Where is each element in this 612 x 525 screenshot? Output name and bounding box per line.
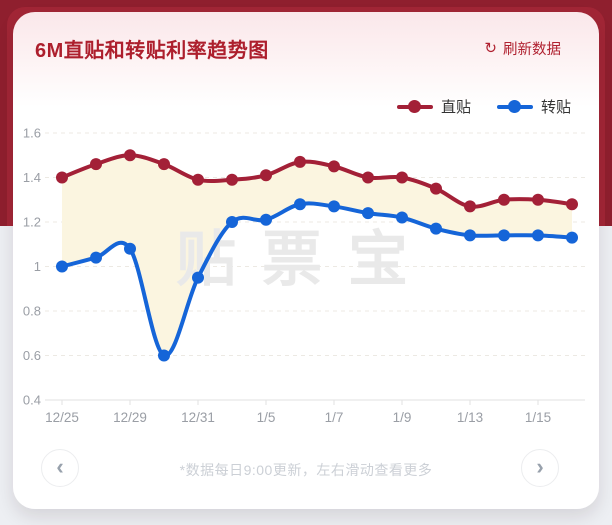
svg-text:0.4: 0.4 xyxy=(23,393,41,408)
svg-text:1/7: 1/7 xyxy=(325,410,344,425)
rate-trend-chart[interactable]: 1.6 1.4 1.2 1 0.8 0.6 0.4 贴票宝 12/25 12/29 12/31 1/5… xyxy=(13,120,599,430)
svg-text:12/29: 12/29 xyxy=(113,410,147,425)
legend-label-zhuantie: 转贴 xyxy=(540,99,571,116)
svg-text:1: 1 xyxy=(34,259,41,274)
update-note: *数据每日9:00更新，左右滑动查看更多 xyxy=(179,462,433,478)
svg-text:0.8: 0.8 xyxy=(23,304,41,319)
svg-text:1/15: 1/15 xyxy=(525,410,551,425)
zhuantie-line-marker-icon xyxy=(496,100,533,113)
svg-text:12/31: 12/31 xyxy=(181,410,215,425)
svg-text:1.2: 1.2 xyxy=(23,215,41,230)
svg-text:贴票宝: 贴票宝 xyxy=(176,226,434,293)
svg-text:1/5: 1/5 xyxy=(257,410,276,425)
svg-text:0.6: 0.6 xyxy=(23,348,41,363)
page-title: 6M直贴和转贴利率趋势图 xyxy=(35,39,269,62)
card-footer: ‹ *数据每日9:00更新，左右滑动查看更多 › xyxy=(13,444,599,494)
chevron-left-icon: ‹ xyxy=(56,453,64,479)
card-header: 6M直贴和转贴利率趋势图 ↻ 刷新数据 xyxy=(35,34,561,62)
legend-item-zhuantie[interactable]: 转贴 xyxy=(496,96,571,117)
svg-text:1.6: 1.6 xyxy=(23,126,41,141)
scroll-right-button[interactable]: › xyxy=(521,449,559,487)
chart-legend: 直贴 转贴 xyxy=(396,96,571,117)
svg-text:12/25: 12/25 xyxy=(45,410,79,425)
svg-text:1/13: 1/13 xyxy=(457,410,483,425)
svg-text:1.4: 1.4 xyxy=(23,170,41,185)
legend-label-zhitie: 直贴 xyxy=(440,99,471,116)
legend-item-zhitie[interactable]: 直贴 xyxy=(396,96,471,117)
refresh-label: 刷新数据 xyxy=(503,41,561,58)
zhitie-line-marker-icon xyxy=(396,100,433,113)
svg-text:1/9: 1/9 xyxy=(393,410,412,425)
chevron-right-icon: › xyxy=(536,453,544,479)
rate-trend-card: 6M直贴和转贴利率趋势图 ↻ 刷新数据 直贴 转贴 1.6 1.4 1.2 1 0.8 0… xyxy=(13,12,599,509)
refresh-icon: ↻ xyxy=(484,39,497,57)
refresh-data-button[interactable]: ↻ 刷新数据 xyxy=(484,38,561,59)
scroll-left-button[interactable]: ‹ xyxy=(41,449,79,487)
